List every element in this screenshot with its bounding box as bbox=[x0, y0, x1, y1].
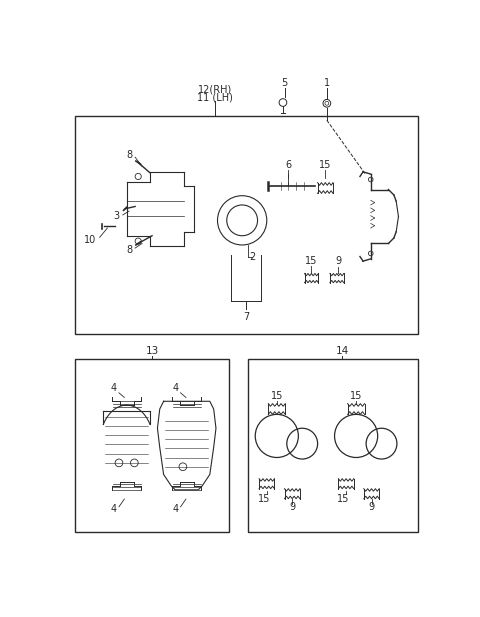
Text: 8: 8 bbox=[126, 150, 132, 160]
Text: 15: 15 bbox=[319, 160, 332, 170]
Text: 7: 7 bbox=[243, 312, 249, 321]
Text: 8: 8 bbox=[126, 244, 132, 255]
Text: 15: 15 bbox=[350, 391, 362, 401]
Text: 12(RH): 12(RH) bbox=[198, 85, 232, 94]
Text: 13: 13 bbox=[145, 346, 159, 356]
Text: 2: 2 bbox=[249, 252, 255, 262]
Text: 10: 10 bbox=[84, 234, 96, 244]
Bar bbox=[75, 359, 229, 532]
Text: 9: 9 bbox=[369, 502, 374, 511]
Text: 15: 15 bbox=[337, 494, 349, 504]
Text: 11 (LH): 11 (LH) bbox=[197, 92, 233, 102]
Text: 1: 1 bbox=[324, 78, 330, 88]
Text: 15: 15 bbox=[305, 256, 318, 266]
Text: 4: 4 bbox=[110, 504, 117, 514]
Text: 4: 4 bbox=[110, 383, 117, 393]
Text: 5: 5 bbox=[281, 78, 288, 88]
Text: 4: 4 bbox=[172, 504, 178, 514]
Bar bbox=[75, 117, 418, 334]
Text: 4: 4 bbox=[172, 383, 178, 393]
Text: 14: 14 bbox=[336, 346, 349, 356]
Text: 15: 15 bbox=[258, 494, 270, 504]
Text: 3: 3 bbox=[114, 212, 120, 222]
Text: 9: 9 bbox=[289, 502, 295, 511]
Bar bbox=[248, 359, 419, 532]
Text: 15: 15 bbox=[271, 391, 283, 401]
Text: 9: 9 bbox=[336, 256, 341, 266]
Text: 6: 6 bbox=[285, 160, 291, 170]
